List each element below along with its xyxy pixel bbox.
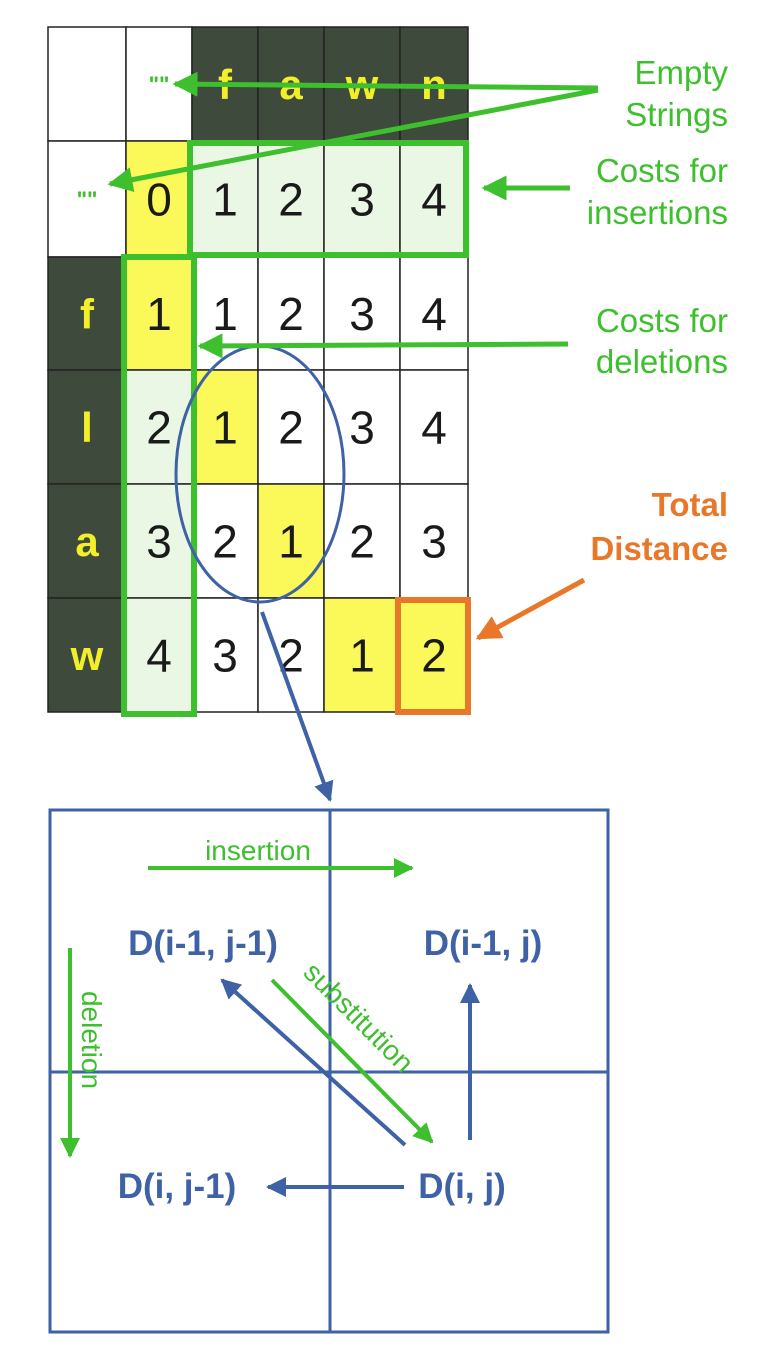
- matrix-value: 0: [146, 174, 172, 226]
- matrix-cell: [257, 140, 325, 258]
- matrix-value: 2: [278, 630, 304, 682]
- zoom-arrow: [260, 611, 334, 802]
- matrix-cell: [399, 256, 469, 371]
- matrix-value: 4: [146, 630, 172, 682]
- total-distance-label-line2: Distance: [590, 530, 728, 567]
- arrow-to-diagonal: [220, 978, 407, 1147]
- left-empty-cell: [47, 140, 127, 258]
- annotation-arrows: [107, 71, 599, 802]
- row-header-cell: [47, 597, 127, 713]
- matrix-cell: [399, 369, 469, 485]
- insertion-costs-label-line1: Costs for: [596, 152, 728, 189]
- matrix-value: 4: [421, 288, 447, 340]
- matrix-value: 2: [349, 516, 375, 568]
- distance-matrix: """"fawnflaw0123411234212343212343212: [47, 26, 469, 713]
- matrix-value: 1: [146, 288, 172, 340]
- matrix-cell: [323, 483, 401, 599]
- matrix-value: 1: [212, 174, 238, 226]
- annotation-labels: Empty Strings Costs for insertions Costs…: [587, 54, 729, 567]
- row-header-a: a: [75, 518, 99, 565]
- matrix-value: 2: [421, 630, 447, 682]
- matrix-cell: [323, 597, 401, 713]
- matrix-cell: [191, 369, 259, 485]
- substitution-arrow: [270, 978, 434, 1144]
- cell-bottom-left-label: D(i, j-1): [118, 1167, 237, 1206]
- empty-strings-label-line2: Strings: [625, 96, 728, 133]
- matrix-cell: [399, 140, 469, 258]
- deletion-label: deletion: [76, 991, 107, 1089]
- matrix-value: 2: [212, 516, 238, 568]
- matrix-cell: [323, 140, 401, 258]
- row-header-cell: [47, 483, 127, 599]
- insertion-label: insertion: [205, 835, 311, 866]
- matrix-value: 3: [349, 288, 375, 340]
- deletion-costs-box: [121, 254, 197, 717]
- top-empty-string: "": [149, 72, 170, 97]
- row-header-cell: [47, 369, 127, 485]
- matrix-value: 3: [212, 630, 238, 682]
- matrix-cell: [125, 597, 193, 713]
- matrix-cell: [257, 256, 325, 371]
- cell-bottom-right-label: D(i, j): [418, 1167, 505, 1206]
- matrix-value: 4: [421, 174, 447, 226]
- recurrence-diagram: D(i-1, j-1) D(i-1, j) D(i, j-1) D(i, j) …: [48, 808, 610, 1334]
- cell-top-right-label: D(i-1, j): [424, 924, 543, 963]
- matrix-value: 2: [278, 174, 304, 226]
- matrix-value: 2: [278, 402, 304, 454]
- left-empty-string: "": [77, 187, 98, 212]
- matrix-value: 4: [421, 402, 447, 454]
- total-distance-box: [395, 597, 471, 715]
- matrix-value: 3: [349, 174, 375, 226]
- total-distance-label-line1: Total: [652, 486, 728, 523]
- matrix-cell: [125, 256, 193, 371]
- row-header-w: w: [70, 632, 104, 679]
- matrix-value: 3: [146, 516, 172, 568]
- deletion-costs-label-line2: deletions: [596, 343, 728, 380]
- insertion-costs-label-line2: insertions: [587, 194, 728, 231]
- deletion-costs-arrow: [197, 333, 569, 359]
- empty-strings-arrow-left: [107, 87, 599, 193]
- matrix-value: 2: [278, 288, 304, 340]
- empty-strings-arrow-top: [172, 71, 599, 97]
- matrix-value: 3: [421, 516, 447, 568]
- row-header-l: l: [81, 404, 93, 451]
- matrix-value: 1: [212, 288, 238, 340]
- corner-cell: [47, 26, 127, 142]
- matrix-value: 1: [349, 630, 375, 682]
- substitution-label: substitution: [298, 956, 420, 1078]
- empty-strings-label-line1: Empty: [634, 54, 728, 91]
- matrix-value: 1: [212, 402, 238, 454]
- matrix-cell: [323, 256, 401, 371]
- matrix-value: 2: [146, 402, 172, 454]
- cell-top-left-label: D(i-1, j-1): [128, 924, 278, 963]
- deletion-costs-label-line1: Costs for: [596, 302, 728, 339]
- total-distance-arrow: [475, 577, 586, 641]
- matrix-value: 1: [278, 516, 304, 568]
- matrix-value: 3: [349, 402, 375, 454]
- matrix-cell: [257, 483, 325, 599]
- row-header-f: f: [80, 291, 95, 338]
